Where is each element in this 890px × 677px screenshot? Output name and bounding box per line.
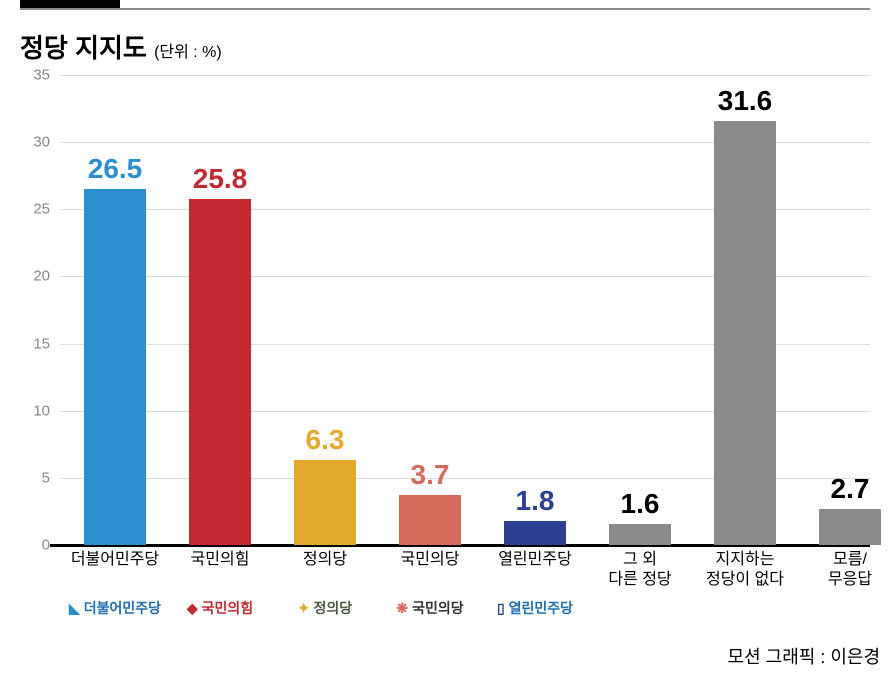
party-logo-icon: ✦ (298, 600, 310, 617)
party-logo-text: 국민의당 (412, 598, 464, 618)
bar (84, 189, 146, 545)
party-logo: ❋국민의당 (396, 598, 463, 618)
bar (294, 460, 356, 545)
party-logo: ◆국민의힘 (187, 598, 253, 618)
header-rule (20, 8, 870, 10)
bar (399, 495, 461, 545)
x-axis-labels: 더불어민주당국민의힘정의당국민의당열린민주당그 외다른 정당지지하는정당이 없다… (20, 550, 870, 598)
title-unit: (단위 : %) (154, 44, 222, 61)
x-tick-label: 그 외다른 정당 (585, 550, 695, 590)
bar (609, 524, 671, 545)
bar-value-label: 6.3 (265, 424, 385, 456)
party-logo-text: 더불어민주당 (84, 598, 161, 618)
bar (504, 521, 566, 545)
bar (714, 121, 776, 545)
bar-value-label: 3.7 (370, 459, 490, 491)
bar-value-label: 26.5 (55, 153, 175, 185)
party-logo-icon: ◣ (69, 600, 80, 617)
credit-line: 모션 그래픽 : 이은경 (728, 643, 880, 669)
y-tick-label: 30 (20, 134, 50, 151)
x-tick-label: 국민의힘 (165, 550, 275, 570)
party-logo-icon: ▯ (497, 600, 505, 617)
y-tick-label: 5 (20, 469, 50, 486)
plot-area: 0510152025303526.525.86.33.71.81.631.62.… (20, 75, 870, 545)
party-logos-row: ◣더불어민주당 ◆국민의힘 ✦정의당 ❋국민의당 ▯열린민주당 (20, 598, 870, 628)
bar-value-label: 31.6 (685, 85, 805, 117)
bar (189, 199, 251, 545)
x-tick-label: 더불어민주당 (60, 550, 170, 570)
chart-title: 정당 지지도 (단위 : %) (20, 28, 880, 65)
bar-value-label: 1.8 (475, 485, 595, 517)
y-tick-label: 15 (20, 335, 50, 352)
party-logo-text: 국민의힘 (202, 598, 254, 618)
bar-value-label: 1.6 (580, 488, 700, 520)
bar-value-label: 25.8 (160, 163, 280, 195)
y-tick-label: 35 (20, 67, 50, 84)
x-tick-label: 정의당 (270, 550, 380, 570)
bar-value-label: 2.7 (790, 473, 890, 505)
y-tick-label: 20 (20, 268, 50, 285)
x-tick-label: 국민의당 (375, 550, 485, 570)
party-logo-icon: ◆ (187, 600, 198, 617)
party-logo-text: 열린민주당 (509, 598, 573, 618)
y-tick-label: 10 (20, 402, 50, 419)
party-logo: ▯열린민주당 (497, 598, 573, 618)
party-logo-text: 정의당 (314, 598, 353, 618)
party-logo: ✦정의당 (298, 598, 352, 618)
y-tick-label: 25 (20, 201, 50, 218)
gridline (60, 75, 870, 76)
party-logo: ◣더불어민주당 (69, 598, 161, 618)
bar (819, 509, 881, 545)
x-tick-label: 모름/무응답 (795, 550, 890, 590)
title-text: 정당 지지도 (20, 33, 147, 63)
x-tick-label: 열린민주당 (480, 550, 590, 570)
party-logo-icon: ❋ (396, 600, 408, 617)
x-tick-label: 지지하는정당이 없다 (690, 550, 800, 590)
